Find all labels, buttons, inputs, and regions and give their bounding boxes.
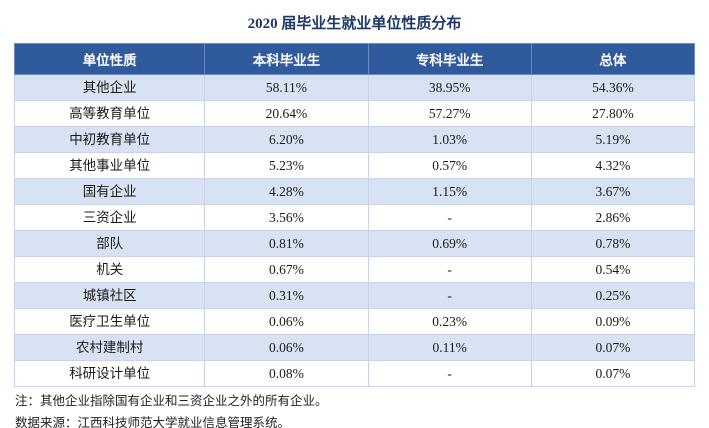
row-value-cell: 0.06%	[204, 308, 369, 335]
row-value-cell: 1.03%	[367, 126, 532, 153]
row-value-cell: 0.81%	[204, 230, 369, 257]
row-value-cell: 57.27%	[367, 100, 532, 127]
table-row: 三资企业 3.56% -2.86%	[13, 204, 696, 231]
row-value-cell: 2.86%	[530, 204, 696, 231]
table-row: 国有企业 4.28% 1.15% 3.67%	[13, 178, 696, 205]
row-value-cell: 58.11%	[204, 74, 369, 101]
table-row: 其他企业 58.11% 38.95% 54.36%	[13, 74, 696, 101]
note-definition: 注：其他企业指除国有企业和三资企业之外的所有企业。	[15, 394, 328, 408]
row-label-cell: 部队	[13, 230, 206, 257]
table-body: 其他企业 58.11% 38.95% 54.36% 高等教育单位 20.64% 57.27%…	[13, 74, 696, 387]
row-value-cell: -	[367, 282, 532, 309]
row-label-cell: 城镇社区	[13, 282, 206, 309]
row-value-cell: 4.32%	[530, 152, 696, 179]
row-value-cell: 0.25%	[530, 282, 696, 309]
row-value-cell: 0.07%	[530, 334, 696, 361]
row-label-cell: 农村建制村	[13, 334, 206, 361]
employment-distribution-table: 单位性质 本科毕业生 专科毕业生 总体 其他企业 58.11% 38.95% 54.3…	[13, 43, 696, 387]
row-value-cell: 3.56%	[204, 204, 369, 231]
row-value-cell: 0.78%	[530, 230, 696, 257]
row-value-cell: 0.06%	[204, 334, 369, 361]
row-value-cell: -	[367, 256, 532, 283]
row-value-cell: 0.67%	[204, 256, 369, 283]
row-value-cell: 0.09%	[530, 308, 696, 335]
row-value-cell: 0.69%	[367, 230, 532, 257]
table-row: 科研设计单位 0.08% -0.07%	[13, 360, 696, 387]
table-row: 农村建制村 0.06% 0.11% 0.07%	[13, 334, 696, 361]
row-value-cell: 4.28%	[204, 178, 369, 205]
row-value-cell: 0.07%	[530, 360, 696, 387]
table-row: 其他事业单位 5.23% 0.57% 4.32%	[13, 152, 696, 179]
row-value-cell: 0.23%	[367, 308, 532, 335]
row-value-cell: 5.23%	[204, 152, 369, 179]
row-label-cell: 科研设计单位	[13, 360, 206, 387]
table-row: 机关 0.67% -0.54%	[13, 256, 696, 283]
row-value-cell: 0.54%	[530, 256, 696, 283]
row-label-cell: 国有企业	[13, 178, 206, 205]
header-cell-undergraduate: 本科毕业生	[204, 43, 369, 75]
header-cell-associate: 专科毕业生	[367, 43, 532, 75]
table-row: 城镇社区 0.31% -0.25%	[13, 282, 696, 309]
header-row: 单位性质 本科毕业生 专科毕业生 总体	[13, 43, 696, 75]
row-label-cell: 高等教育单位	[13, 100, 206, 127]
row-value-cell: 0.08%	[204, 360, 369, 387]
header-cell-total: 总体	[530, 43, 696, 75]
row-value-cell: 27.80%	[530, 100, 696, 127]
row-value-cell: 54.36%	[530, 74, 696, 101]
header-cell-unit-nature: 单位性质	[13, 43, 206, 75]
row-value-cell: -	[367, 204, 532, 231]
note-data-source: 数据来源：江西科技师范大学就业信息管理系统。	[15, 416, 291, 428]
row-value-cell: -	[367, 360, 532, 387]
row-label-cell: 三资企业	[13, 204, 206, 231]
row-value-cell: 38.95%	[367, 74, 532, 101]
row-value-cell: 0.57%	[367, 152, 532, 179]
row-label-cell: 其他事业单位	[13, 152, 206, 179]
table-title: 2020 届毕业生就业单位性质分布	[247, 16, 462, 32]
row-label-cell: 医疗卫生单位	[13, 308, 206, 335]
row-value-cell: 5.19%	[530, 126, 696, 153]
table-row: 部队 0.81% 0.69% 0.78%	[13, 230, 696, 257]
row-value-cell: 3.67%	[530, 178, 696, 205]
row-value-cell: 0.31%	[204, 282, 369, 309]
table-row: 医疗卫生单位 0.06% 0.23% 0.09%	[13, 308, 696, 335]
row-label-cell: 其他企业	[13, 74, 206, 101]
table-header: 单位性质 本科毕业生 专科毕业生 总体	[13, 43, 696, 75]
table-row: 中初教育单位 6.20% 1.03% 5.19%	[13, 126, 696, 153]
row-label-cell: 机关	[13, 256, 206, 283]
table-row: 高等教育单位 20.64% 57.27% 27.80%	[13, 100, 696, 127]
row-value-cell: 20.64%	[204, 100, 369, 127]
row-value-cell: 0.11%	[367, 334, 532, 361]
row-value-cell: 6.20%	[204, 126, 369, 153]
row-value-cell: 1.15%	[367, 178, 532, 205]
row-label-cell: 中初教育单位	[13, 126, 206, 153]
